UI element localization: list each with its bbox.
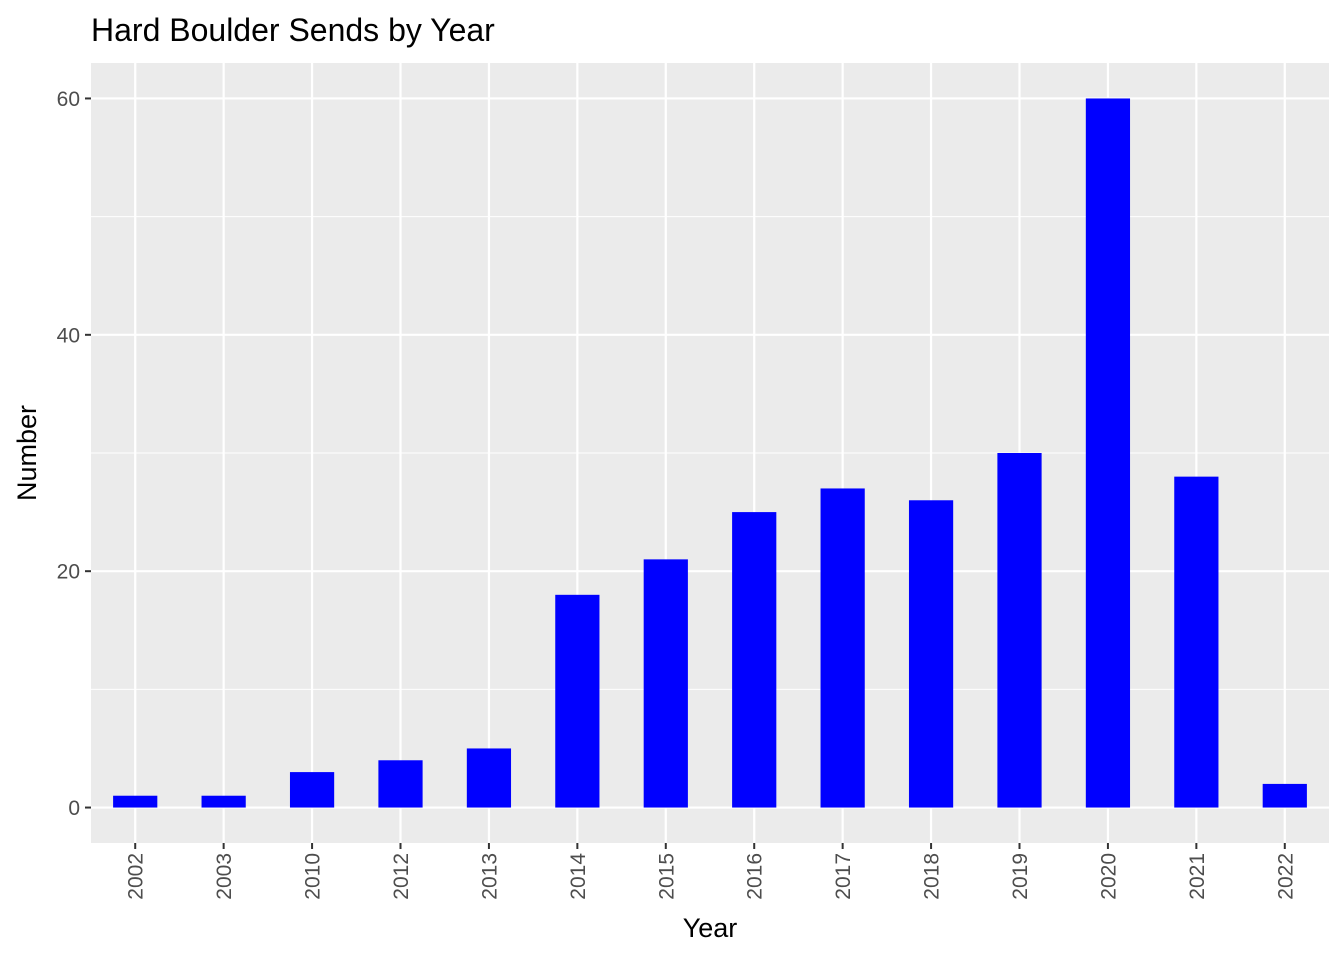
- bar-2019: [997, 453, 1042, 808]
- bar-2003: [201, 795, 246, 808]
- x-axis: 2002 2003 2010 2012 2013 2014 2015 2016 2017 2018…: [125, 843, 1297, 900]
- bar-2020: [1085, 98, 1131, 808]
- bar-2012: [378, 760, 423, 808]
- x-tick-label: 2020: [1097, 853, 1120, 900]
- bars: [113, 98, 1307, 808]
- x-tick-label: 2013: [478, 853, 501, 900]
- bar-2015: [643, 559, 688, 808]
- bar-2017: [820, 488, 865, 808]
- x-tick-label: 2017: [832, 853, 855, 900]
- bar-2022: [1262, 783, 1307, 808]
- y-axis-title: Number: [12, 405, 42, 501]
- chart-title: Hard Boulder Sends by Year: [91, 12, 495, 48]
- y-tick-label: 0: [68, 797, 80, 820]
- x-tick-label: 2016: [744, 853, 767, 900]
- x-tick-label: 2014: [567, 853, 590, 900]
- bar-2018: [908, 500, 954, 808]
- bar-2021: [1174, 476, 1219, 808]
- bar-2010: [289, 772, 335, 808]
- bar-2013: [466, 748, 512, 808]
- y-tick-label: 40: [57, 324, 80, 347]
- x-axis-title: Year: [683, 913, 738, 943]
- x-tick-label: 2019: [1009, 853, 1032, 900]
- x-tick-label: 2022: [1274, 853, 1297, 900]
- x-tick-label: 2018: [921, 853, 944, 900]
- x-tick-label: 2012: [390, 853, 413, 900]
- y-tick-label: 60: [57, 88, 80, 111]
- bar-2014: [555, 594, 600, 808]
- x-tick-label: 2002: [125, 853, 148, 900]
- bar-2002: [113, 795, 158, 808]
- x-tick-label: 2010: [302, 853, 325, 900]
- x-tick-label: 2015: [655, 853, 678, 900]
- x-tick-label: 2021: [1186, 853, 1209, 900]
- x-tick-label: 2003: [213, 853, 236, 900]
- bar-2016: [732, 512, 777, 808]
- y-axis: 0 20 40 60: [57, 88, 91, 820]
- y-tick-label: 20: [57, 561, 80, 584]
